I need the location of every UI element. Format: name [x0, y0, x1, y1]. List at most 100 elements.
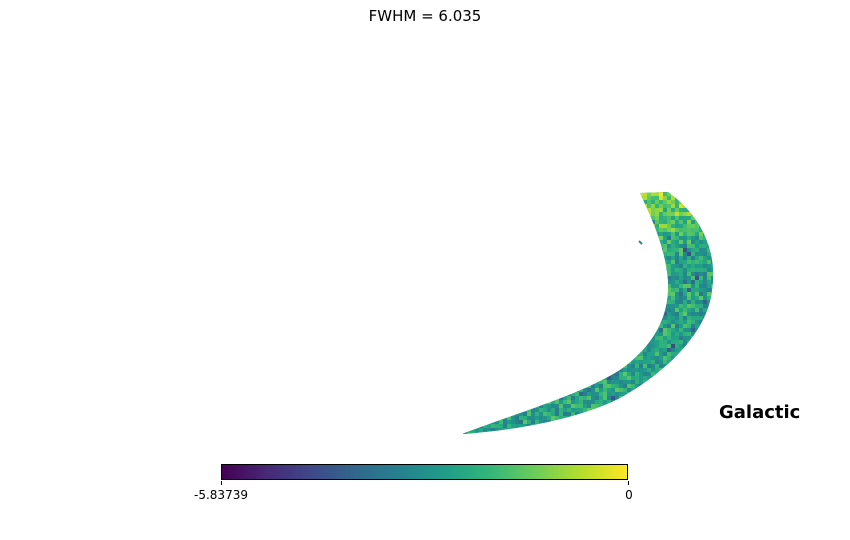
map-pixel	[479, 364, 483, 368]
map-pixel	[571, 312, 575, 316]
map-pixel	[475, 228, 479, 232]
map-pixel	[567, 292, 571, 296]
map-pixel	[563, 404, 567, 408]
map-pixel	[527, 220, 531, 224]
map-pixel	[507, 244, 511, 248]
map-pixel	[579, 396, 583, 400]
map-pixel	[647, 432, 651, 434]
map-pixel	[515, 188, 519, 192]
map-pixel	[591, 356, 595, 360]
map-pixel	[487, 340, 491, 344]
map-pixel	[471, 376, 475, 380]
map-pixel	[671, 228, 675, 232]
map-pixel	[631, 260, 635, 264]
map-pixel	[707, 436, 711, 440]
map-pixel	[487, 428, 491, 432]
map-pixel	[483, 216, 487, 220]
map-pixel	[579, 324, 583, 328]
map-pixel	[595, 224, 599, 228]
map-pixel	[679, 284, 683, 288]
map-pixel	[531, 364, 535, 368]
map-pixel	[719, 436, 723, 440]
map-pixel	[631, 308, 635, 312]
map-pixel	[643, 312, 647, 316]
map-pixel	[635, 296, 639, 300]
map-pixel	[639, 408, 643, 412]
map-pixel	[687, 320, 691, 324]
map-pixel	[667, 436, 671, 440]
map-pixel	[475, 340, 479, 344]
map-pixel	[579, 376, 583, 380]
map-pixel	[462, 244, 463, 248]
map-pixel	[691, 208, 695, 212]
map-pixel	[567, 248, 571, 252]
map-pixel	[631, 304, 635, 308]
map-pixel	[695, 396, 699, 400]
map-pixel	[695, 248, 699, 252]
map-pixel	[631, 216, 635, 220]
map-pixel	[507, 252, 511, 256]
map-pixel	[535, 288, 539, 292]
map-pixel	[491, 232, 495, 236]
map-pixel	[523, 396, 527, 400]
map-pixel	[575, 260, 579, 264]
map-pixel	[603, 400, 607, 404]
map-pixel	[495, 240, 499, 244]
map-pixel	[479, 292, 483, 296]
map-pixel	[543, 232, 547, 236]
map-pixel	[527, 296, 531, 300]
map-pixel	[523, 312, 527, 316]
map-pixel	[479, 228, 483, 232]
map-pixel	[651, 284, 655, 288]
map-pixel	[599, 204, 603, 208]
map-pixel	[463, 332, 467, 336]
map-pixel	[647, 356, 651, 360]
map-pixel	[707, 288, 711, 292]
map-pixel	[531, 352, 535, 356]
map-pixel	[651, 268, 655, 272]
map-pixel	[591, 200, 595, 204]
map-pixel	[687, 368, 691, 372]
map-pixel	[591, 260, 595, 264]
map-pixel	[555, 424, 559, 428]
map-pixel	[699, 408, 703, 412]
map-pixel	[611, 436, 615, 440]
map-pixel	[563, 248, 567, 252]
map-pixel	[519, 332, 523, 336]
map-pixel	[527, 416, 531, 420]
map-pixel	[455, 264, 459, 268]
map-pixel	[523, 432, 527, 434]
map-pixel	[635, 280, 639, 284]
map-pixel	[699, 264, 703, 268]
map-pixel	[551, 416, 555, 420]
map-pixel	[499, 316, 503, 320]
map-pixel	[519, 256, 523, 260]
map-pixel	[719, 332, 723, 336]
map-pixel	[499, 284, 503, 288]
map-pixel	[467, 312, 471, 316]
map-pixel	[631, 252, 635, 256]
map-pixel	[523, 300, 527, 304]
map-pixel	[675, 424, 679, 428]
map-pixel	[567, 204, 571, 208]
map-pixel	[495, 380, 499, 384]
map-pixel	[635, 272, 639, 276]
map-pixel	[691, 340, 695, 344]
map-pixel	[587, 360, 591, 364]
map-pixel	[659, 292, 663, 296]
map-pixel	[711, 300, 714, 304]
map-pixel	[707, 376, 711, 380]
map-pixel	[643, 320, 647, 324]
map-pixel	[643, 264, 647, 268]
map-pixel	[475, 376, 479, 380]
map-pixel	[703, 212, 707, 216]
map-pixel	[603, 364, 607, 368]
map-pixel	[647, 360, 651, 364]
map-pixel	[623, 240, 627, 244]
map-pixel	[547, 212, 551, 216]
map-pixel	[491, 320, 495, 324]
map-pixel	[711, 400, 714, 404]
map-pixel	[639, 248, 643, 252]
map-pixel	[623, 268, 627, 272]
map-pixel	[591, 320, 595, 324]
